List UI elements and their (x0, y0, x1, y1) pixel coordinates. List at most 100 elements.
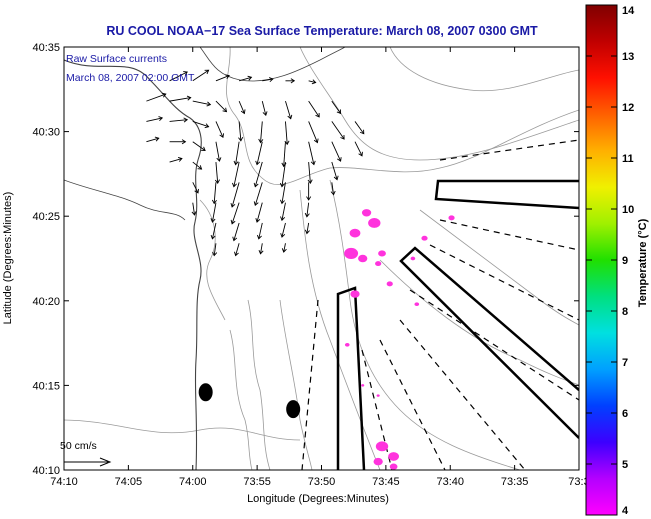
colorbar-tick-label: 11 (622, 153, 634, 165)
current-vector (232, 222, 240, 242)
sst-patch (388, 452, 400, 461)
vector-head (212, 251, 218, 257)
vector-shaft (308, 141, 315, 165)
vector-shaft (238, 121, 242, 141)
current-vector (262, 77, 274, 83)
vector-shaft (233, 222, 240, 241)
sst-patch (361, 384, 365, 387)
sst-patch (414, 302, 420, 307)
vector-head (194, 188, 199, 194)
colorbar-tick-label: 9 (622, 255, 628, 267)
colorbar-tick-label: 8 (622, 306, 628, 318)
sst-patch (368, 218, 381, 228)
vector-head (336, 109, 342, 115)
current-vector (331, 121, 345, 140)
current-vector (169, 117, 189, 123)
y-tick-label: 40:10 (32, 465, 60, 477)
current-vector (192, 141, 206, 152)
x-tick-label: 74:00 (179, 476, 207, 488)
vector-head (358, 151, 363, 157)
colorbar-label: Temperature (°C) (637, 218, 649, 307)
sst-patch (376, 394, 380, 397)
coastline (64, 59, 202, 470)
vector-head (225, 74, 230, 80)
vector-shaft (215, 121, 224, 138)
current-vector (215, 121, 225, 139)
vector-shaft (235, 243, 240, 256)
vector-head (315, 112, 320, 118)
current-vector (212, 243, 218, 257)
vector-head (279, 182, 285, 188)
sst-patch (344, 247, 359, 259)
vector-head (247, 75, 253, 81)
current-vector (146, 116, 164, 122)
colorbar-tick-label: 12 (622, 102, 634, 114)
vector-shaft (238, 100, 245, 114)
vector-shaft (169, 119, 188, 122)
colorbar-tick-label: 13 (622, 51, 634, 63)
vector-head (230, 219, 236, 225)
sst-patch (349, 228, 361, 238)
vector-shaft (283, 141, 286, 167)
vector-shaft (146, 137, 159, 143)
vector-shaft (231, 202, 240, 224)
sst-patch (410, 256, 416, 261)
vector-shaft (169, 71, 188, 82)
vector-shaft (261, 101, 267, 116)
current-vector (233, 141, 240, 166)
current-vector (354, 141, 363, 157)
sst-patch (375, 261, 382, 267)
vector-shaft (331, 161, 338, 180)
sst-patch (361, 209, 372, 217)
vector-head (240, 109, 246, 115)
vector-shaft (215, 162, 219, 184)
vector-head (210, 218, 216, 223)
vector-head (337, 157, 342, 162)
vector-head (216, 157, 222, 162)
y-tick-label: 40:35 (32, 42, 60, 54)
current-vector (169, 95, 192, 102)
sst-patch (350, 290, 360, 298)
vector-shaft (254, 182, 263, 206)
current-vector (169, 139, 187, 145)
vector-shaft (233, 161, 240, 187)
colorbar-ticks: 14 13 12 11 10 9 8 7 6 5 4 (586, 4, 635, 517)
x-tick-label: 74:10 (50, 476, 78, 488)
current-vector (215, 74, 230, 82)
vector-head (290, 78, 296, 84)
x-tick-label: 73:3 (568, 476, 589, 488)
radar-beams (301, 139, 579, 470)
current-vector (261, 101, 268, 117)
vector-head (177, 156, 183, 162)
vector-head (279, 199, 285, 205)
vector-shaft (192, 100, 211, 106)
vector-head (313, 138, 319, 144)
colorbar-tick-label: 4 (622, 505, 629, 517)
current-vector (146, 136, 160, 143)
current-vector (258, 121, 264, 144)
vector-head (186, 95, 192, 101)
colorbar-tick-label: 6 (622, 408, 628, 420)
vector-head (262, 111, 268, 117)
current-vector (146, 92, 167, 102)
vector-head (311, 79, 317, 85)
land-markers (198, 383, 301, 419)
current-vector (192, 100, 212, 107)
vector-head (232, 236, 238, 242)
vector-head (191, 211, 197, 216)
colorbar-tick-label: 7 (622, 357, 628, 369)
sst-patch (358, 254, 368, 263)
current-vector (215, 100, 228, 113)
vector-shaft (308, 100, 320, 118)
vector-head (197, 165, 203, 170)
vector-shaft (281, 202, 286, 221)
current-vector (308, 121, 319, 144)
vector-shaft (235, 141, 240, 165)
y-tick-label: 40:20 (32, 296, 60, 308)
vector-shaft (169, 97, 191, 102)
plot-area (64, 47, 579, 470)
vector-shaft (146, 93, 166, 102)
current-vector (230, 202, 240, 225)
coverage-boxes (336, 179, 579, 470)
vector-shaft (192, 141, 206, 151)
